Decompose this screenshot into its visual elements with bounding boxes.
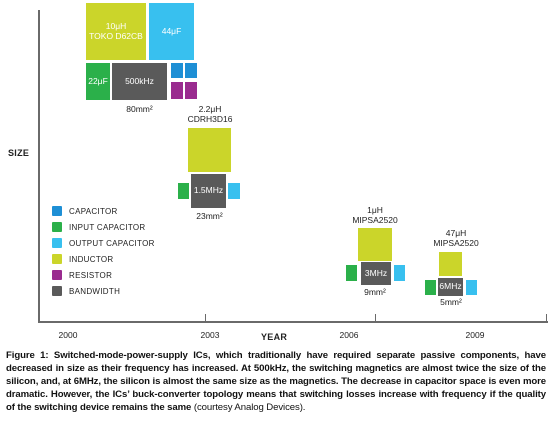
input-capacitor-2000: 22μF — [86, 63, 110, 100]
area-2000: 80mm² — [126, 104, 153, 114]
input-capacitor-2009 — [425, 280, 436, 295]
output-capacitor-2006 — [394, 265, 405, 281]
y-axis-line — [38, 10, 40, 322]
inductor-2003 — [188, 128, 231, 172]
figure-caption: Figure 1: Switched-mode-power-supply ICs… — [6, 349, 546, 414]
output-capacitor-2009 — [466, 280, 477, 295]
input-capacitor-2006 — [346, 265, 357, 281]
legend-swatch-resistor — [52, 270, 62, 280]
area-2006: 9mm² — [364, 287, 386, 297]
input-capacitor-2003 — [178, 183, 189, 199]
legend-swatch-bandwidth — [52, 286, 62, 296]
legend-swatch-capacitor — [52, 206, 62, 216]
inductor-2006-part: MIPSA2520 — [352, 215, 398, 226]
legend-swatch-input-capacitor — [52, 222, 62, 232]
legend-item-input-capacitor: INPUT CAPACITOR — [52, 221, 146, 233]
legend-item-output-capacitor: OUTPUT CAPACITOR — [52, 237, 155, 249]
legend-label-input-capacitor: INPUT CAPACITOR — [69, 222, 146, 232]
legend-item-bandwidth: BANDWIDTH — [52, 285, 120, 297]
capacitor-2000-a — [171, 63, 183, 78]
bandwidth-2009: 6MHz — [438, 278, 463, 296]
legend-label-resistor: RESISTOR — [69, 270, 113, 280]
legend-label-bandwidth: BANDWIDTH — [69, 286, 121, 296]
bandwidth-2006: 3MHz — [361, 262, 391, 285]
legend-swatch-output-capacitor — [52, 238, 62, 248]
output-capacitor-2003 — [228, 183, 240, 199]
inductor-2009-label: 47μH MIPSA2520 — [426, 228, 486, 248]
bandwidth-2000: 500kHz — [112, 63, 167, 100]
x-axis-line — [38, 321, 548, 323]
legend-item-resistor: RESISTOR — [52, 269, 112, 281]
legend-swatch-inductor — [52, 254, 62, 264]
legend-label-capacitor: CAPACITOR — [69, 206, 118, 216]
caption-credit: (courtesy Analog Devices). — [191, 402, 306, 413]
x-tick-2006 — [375, 314, 377, 322]
x-tick-label-2003: 2003 — [200, 330, 220, 340]
inductor-2009 — [439, 252, 462, 276]
inductor-2003-label: 2.2μH CDRH3D16 — [180, 104, 240, 124]
x-tick-label-2006: 2006 — [339, 330, 359, 340]
x-tick-2003 — [205, 314, 207, 322]
x-tick-label-2009: 2009 — [465, 330, 485, 340]
x-tick-end — [546, 314, 548, 322]
bandwidth-2003: 1.5MHz — [191, 174, 226, 208]
y-axis-title: SIZE — [8, 148, 30, 158]
inductor-2000-value: 10μH — [105, 20, 127, 31]
legend-label-inductor: INDUCTOR — [69, 254, 114, 264]
inductor-2009-part: MIPSA2520 — [433, 238, 479, 249]
inductor-2009-value: 47μH — [445, 228, 467, 238]
inductor-2003-value: 2.2μH — [198, 104, 222, 114]
legend-item-inductor: INDUCTOR — [52, 253, 113, 265]
legend-item-capacitor: CAPACITOR — [52, 205, 118, 217]
x-axis-title: YEAR — [261, 332, 288, 342]
caption-text: Figure 1: Switched-mode-power-supply ICs… — [6, 350, 546, 413]
legend-label-output-capacitor: OUTPUT CAPACITOR — [69, 238, 155, 248]
resistor-2000-b — [185, 82, 197, 99]
area-2009: 5mm² — [440, 297, 462, 307]
output-capacitor-2000: 44μF — [149, 3, 194, 60]
x-tick-label-2000: 2000 — [58, 330, 78, 340]
inductor-2003-part: CDRH3D16 — [187, 114, 233, 125]
inductor-2006-value: 1μH — [367, 205, 383, 215]
resistor-2000-a — [171, 82, 183, 99]
inductor-2006-label: 1μH MIPSA2520 — [345, 205, 405, 225]
capacitor-2000-b — [185, 63, 197, 78]
area-2003: 23mm² — [196, 211, 223, 221]
inductor-2006 — [358, 228, 392, 261]
inductor-2000-part: TOKO D62CB — [89, 30, 143, 41]
inductor-2000: 10μH TOKO D62CB — [86, 3, 146, 60]
